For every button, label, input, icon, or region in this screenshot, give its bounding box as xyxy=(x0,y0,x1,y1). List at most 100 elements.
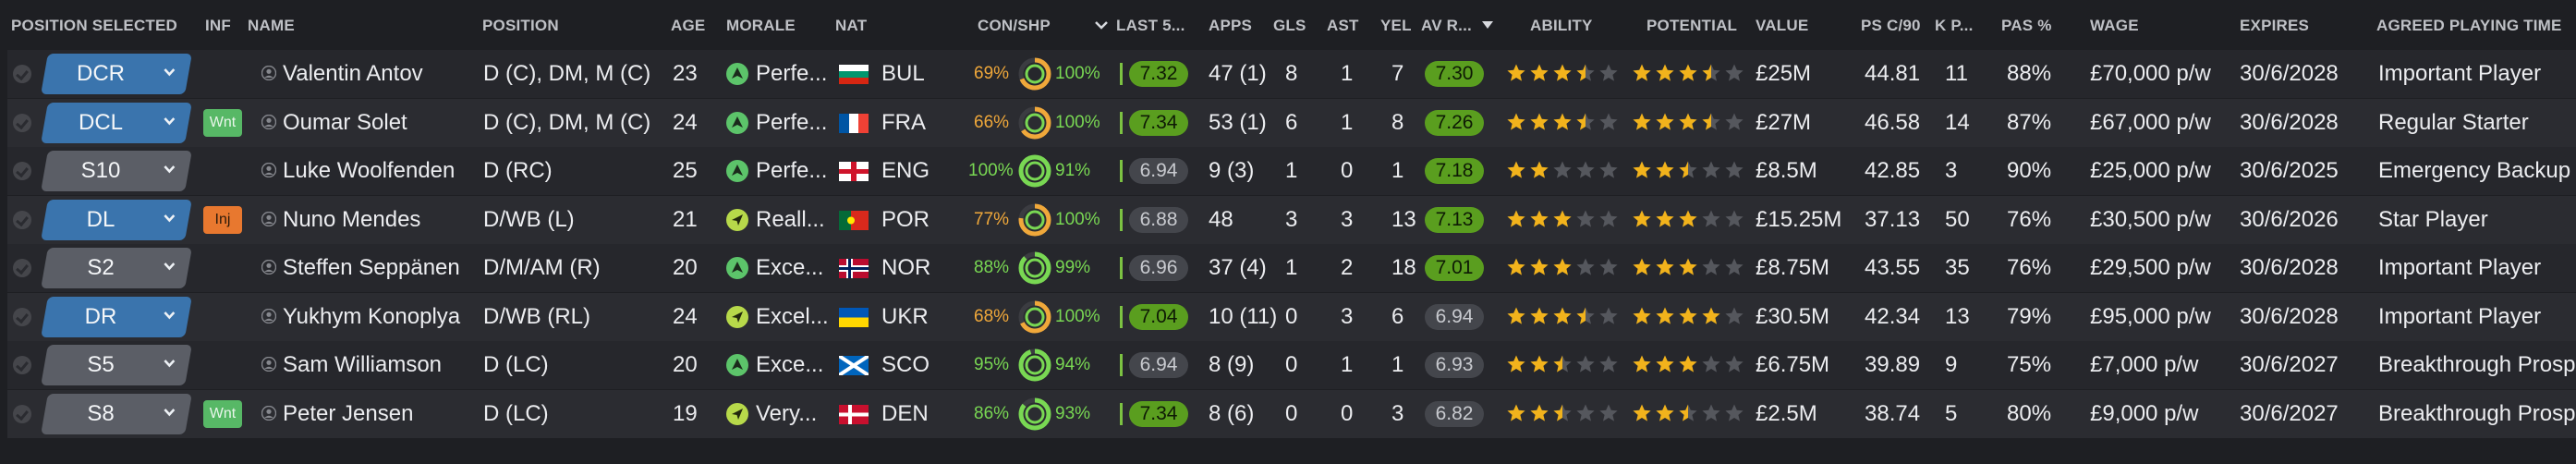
assists-value: 2 xyxy=(1341,255,1354,280)
morale-diag-arrow-icon xyxy=(726,208,748,231)
star-icon xyxy=(1553,64,1572,81)
header-last5[interactable]: LAST 5... xyxy=(1116,17,1185,34)
player-nationality[interactable]: SCO xyxy=(881,352,930,377)
player-morale[interactable]: Perfe... xyxy=(756,109,828,135)
player-morale[interactable]: Perfe... xyxy=(756,61,828,86)
header-expires[interactable]: EXPIRES xyxy=(2240,17,2310,34)
header-apps[interactable]: APPS xyxy=(1209,17,1253,34)
ability-stars xyxy=(1506,112,1626,134)
player-nationality[interactable]: FRA xyxy=(881,109,926,135)
player-morale[interactable]: Perfe... xyxy=(756,158,828,183)
select-checkbox[interactable] xyxy=(13,65,31,83)
star-icon xyxy=(1725,258,1744,275)
header-yel[interactable]: YEL xyxy=(1380,17,1412,34)
transfer-value: £27M xyxy=(1756,109,1812,135)
pass-percentage-value: 75% xyxy=(2007,352,2052,377)
select-checkbox[interactable] xyxy=(13,210,31,229)
header-name[interactable]: NAME xyxy=(248,17,295,34)
header-agreed-playing-time[interactable]: AGREED PLAYING TIME xyxy=(2376,17,2562,34)
position-selector[interactable]: DCL xyxy=(41,102,192,143)
player-nationality[interactable]: POR xyxy=(881,206,930,232)
status-badge[interactable]: Wnt xyxy=(203,399,242,428)
header-kp[interactable]: K P... xyxy=(1935,17,1974,34)
player-nationality[interactable]: ENG xyxy=(881,158,930,183)
player-morale[interactable]: Reall... xyxy=(756,206,825,232)
chevron-down-icon[interactable] xyxy=(163,115,176,128)
table-row[interactable]: S10 Luke Woolfenden D (RC) 25 Perfe... ENG 100… xyxy=(7,147,2576,195)
star-icon xyxy=(1633,210,1651,227)
player-nationality[interactable]: DEN xyxy=(881,400,929,426)
star-icon xyxy=(1679,404,1697,421)
player-name[interactable]: Luke Woolfenden xyxy=(283,158,456,183)
player-morale[interactable]: Exce... xyxy=(756,255,824,280)
header-av-rating[interactable]: AV R... xyxy=(1421,17,1472,34)
position-selector[interactable]: DL xyxy=(41,199,192,240)
player-morale[interactable]: Exce... xyxy=(756,352,824,377)
passes-completed-per-90: 37.13 xyxy=(1865,206,1921,232)
header-position-selected[interactable]: POSITION SELECTED xyxy=(11,17,178,34)
select-checkbox[interactable] xyxy=(13,404,31,423)
player-name[interactable]: Valentin Antov xyxy=(283,61,423,86)
select-checkbox[interactable] xyxy=(13,162,31,180)
star-icon xyxy=(1553,210,1572,227)
header-age[interactable]: AGE xyxy=(671,17,706,34)
player-morale[interactable]: Excel... xyxy=(756,303,829,329)
sort-chevron-icon[interactable] xyxy=(1094,19,1109,31)
table-row[interactable]: S5 Sam Williamson D (LC) 20 Exce... SCO 95% 94%… xyxy=(7,341,2576,389)
player-nationality[interactable]: BUL xyxy=(881,61,925,86)
position-selector[interactable]: S10 xyxy=(41,151,192,191)
table-row[interactable]: DR Yukhym Konoplya D/WB (RL) 24 Excel... UKR 6… xyxy=(7,292,2576,341)
table-row[interactable]: DL Inj Nuno Mendes D/WB (L) 21 Reall... POR 77%… xyxy=(7,195,2576,244)
player-name[interactable]: Sam Williamson xyxy=(283,352,443,377)
select-checkbox[interactable] xyxy=(13,307,31,326)
header-ast[interactable]: AST xyxy=(1327,17,1359,34)
table-row[interactable]: DCL Wnt Oumar Solet D (C), DM, M (C) 24 Perfe… xyxy=(7,98,2576,147)
select-checkbox[interactable] xyxy=(13,259,31,277)
star-icon xyxy=(1576,113,1595,130)
header-ability[interactable]: ABILITY xyxy=(1530,17,1593,34)
ability-stars xyxy=(1506,257,1626,279)
position-selector[interactable]: S5 xyxy=(41,345,192,385)
sharpness-value: 94% xyxy=(1055,355,1091,374)
player-name[interactable]: Nuno Mendes xyxy=(283,206,421,232)
table-row[interactable]: S2 Steffen Seppänen D/M/AM (R) 20 Exce... NOR… xyxy=(7,244,2576,292)
chevron-down-icon[interactable] xyxy=(163,309,176,322)
select-checkbox[interactable] xyxy=(13,356,31,374)
chevron-down-icon[interactable] xyxy=(163,406,176,419)
status-badge[interactable]: Wnt xyxy=(203,108,242,137)
condition-value: 66% xyxy=(974,112,1010,132)
star-icon xyxy=(1633,404,1651,421)
header-con-shp[interactable]: CON/SHP xyxy=(978,17,1051,34)
header-ps-c90[interactable]: PS C/90 xyxy=(1861,17,1921,34)
header-wage[interactable]: WAGE xyxy=(2090,17,2139,34)
position-selector[interactable]: DCR xyxy=(41,54,192,94)
header-potential[interactable]: POTENTIAL xyxy=(1646,17,1738,34)
chevron-down-icon[interactable] xyxy=(163,260,176,273)
header-morale[interactable]: MORALE xyxy=(726,17,796,34)
position-selector[interactable]: S2 xyxy=(41,248,192,288)
chevron-down-icon[interactable] xyxy=(163,163,176,176)
player-name[interactable]: Oumar Solet xyxy=(283,109,407,135)
header-gls[interactable]: GLS xyxy=(1273,17,1306,34)
chevron-down-icon[interactable] xyxy=(163,212,176,225)
player-name[interactable]: Steffen Seppänen xyxy=(283,255,460,280)
position-selector[interactable]: S8 xyxy=(41,393,192,434)
table-row[interactable]: DCR Valentin Antov D (C), DM, M (C) 23 Perfe… xyxy=(7,50,2576,98)
player-name[interactable]: Peter Jensen xyxy=(283,400,414,426)
header-nat[interactable]: NAT xyxy=(835,17,868,34)
position-selector[interactable]: DR xyxy=(41,296,192,337)
header-value[interactable]: VALUE xyxy=(1756,17,1809,34)
player-nationality[interactable]: NOR xyxy=(881,255,931,280)
table-row[interactable]: S8 Wnt Peter Jensen D (LC) 19 Very... DEN 86% 93… xyxy=(7,389,2576,438)
header-pas-pct[interactable]: PAS % xyxy=(2001,17,2052,34)
chevron-down-icon[interactable] xyxy=(163,357,176,370)
select-checkbox[interactable] xyxy=(13,113,31,132)
player-name[interactable]: Yukhym Konoplya xyxy=(283,303,461,329)
player-morale[interactable]: Very... xyxy=(756,400,818,426)
star-icon xyxy=(1576,258,1595,275)
header-position[interactable]: POSITION xyxy=(482,17,559,34)
player-nationality[interactable]: UKR xyxy=(881,303,929,329)
status-badge[interactable]: Inj xyxy=(203,205,242,234)
header-inf[interactable]: INF xyxy=(205,17,231,34)
chevron-down-icon[interactable] xyxy=(163,66,176,79)
